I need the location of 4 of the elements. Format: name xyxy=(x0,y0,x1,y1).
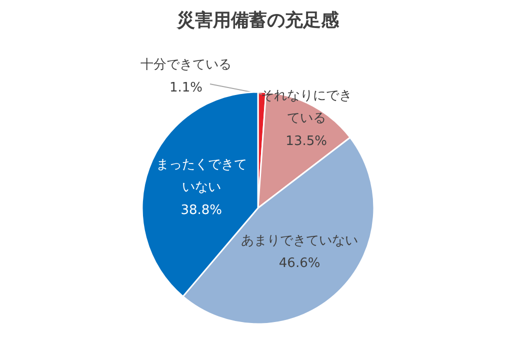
title: 災害用備蓄の充足感 xyxy=(177,10,339,30)
label: あまりできていない 46.6% xyxy=(241,232,358,271)
label: 十分できている 1.1% xyxy=(140,57,232,95)
label: まったくできていない 38.8% xyxy=(156,156,247,218)
